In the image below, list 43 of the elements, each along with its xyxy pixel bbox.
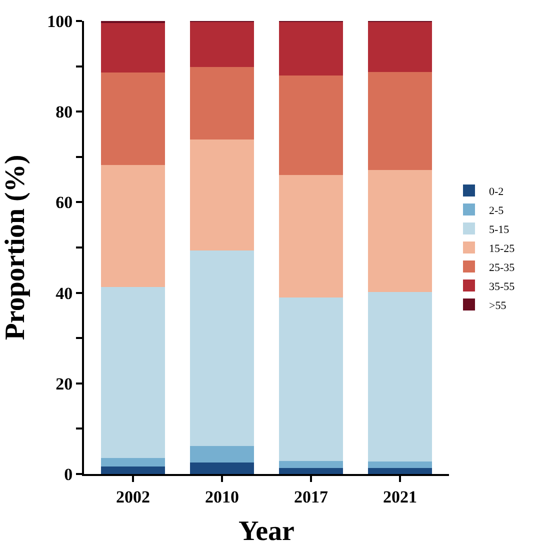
y-tick-label: 0	[64, 464, 73, 484]
bar	[190, 462, 254, 474]
x-tick-label: 2002	[116, 487, 150, 506]
bar	[278, 75, 344, 176]
x-axis-title: Year	[238, 516, 294, 547]
y-tick-label: 100	[47, 12, 73, 31]
bar	[278, 22, 344, 76]
legend-label: 35-55	[489, 280, 516, 293]
bar	[100, 165, 166, 287]
x-tick-label: 2017	[294, 487, 329, 506]
bar	[368, 170, 432, 292]
x-tick-label: 2021	[383, 487, 418, 506]
legend-label: 5-15	[489, 224, 510, 236]
bar	[190, 140, 254, 251]
bar	[278, 175, 344, 298]
bar	[100, 466, 166, 474]
bar	[190, 67, 254, 140]
y-tick-label: 80	[56, 102, 73, 122]
legend-label: >55	[489, 300, 507, 312]
bar	[278, 297, 344, 461]
bar	[100, 72, 166, 166]
bar	[368, 461, 432, 468]
y-tick-label: 60	[56, 193, 73, 212]
bar	[100, 458, 166, 466]
bar	[368, 72, 432, 170]
bar	[278, 460, 344, 468]
bar	[100, 22, 166, 73]
bar	[368, 292, 432, 462]
legend-label: 15-25	[489, 242, 516, 255]
bar	[100, 286, 166, 458]
legend-label: 25-35	[489, 262, 516, 274]
bar	[368, 468, 432, 474]
bar	[190, 22, 254, 68]
y-tick-label: 40	[56, 284, 73, 303]
legend-label: 0-2	[489, 186, 504, 198]
bar	[190, 250, 254, 446]
y-axis-title: Proportion (%)	[0, 154, 31, 340]
bar	[190, 446, 254, 463]
x-tick-label: 2010	[204, 487, 239, 506]
legend-label: 2-5	[489, 204, 504, 217]
bar	[278, 468, 344, 474]
bar	[368, 22, 432, 72]
y-tick-label: 20	[56, 374, 73, 394]
